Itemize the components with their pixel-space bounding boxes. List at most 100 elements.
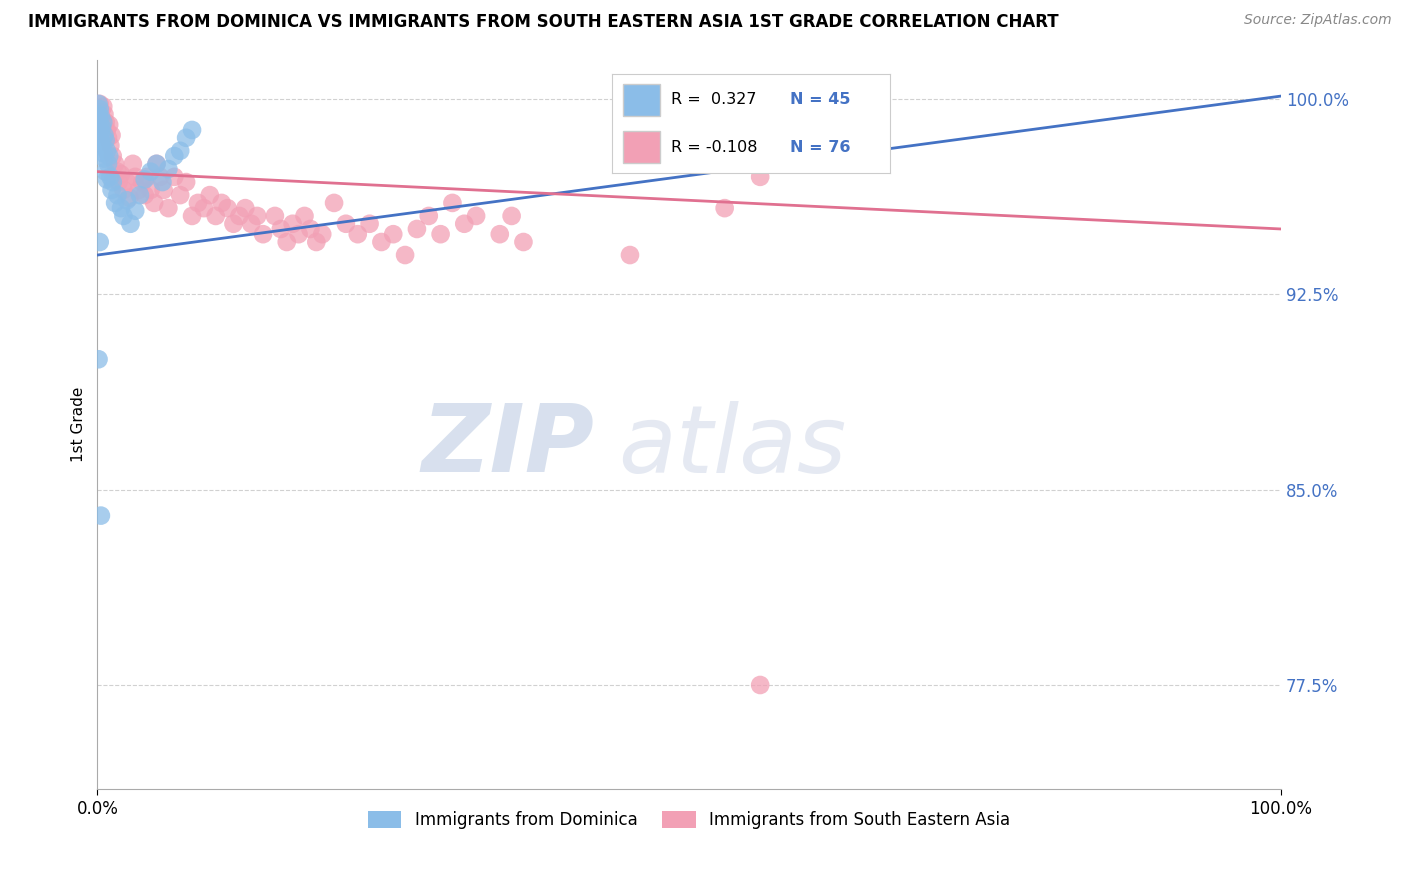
Point [465,209,488,223]
Point [87,107,110,121]
Point [181,123,204,137]
Point [228,209,250,223]
Point [94,133,117,147]
Point [134,172,156,186]
Point [145,157,167,171]
Point [110,167,132,181]
Point [96,144,118,158]
Point [90,508,112,523]
Point [91,146,114,161]
Point [305,235,328,249]
Point [101,149,124,163]
Point [91,120,114,135]
Point [163,169,186,184]
Point [87,352,110,367]
Point [90,126,112,140]
Point [749,169,772,184]
Point [204,209,226,223]
Point [311,227,333,242]
Point [270,222,292,236]
Point [89,102,111,116]
Point [120,217,142,231]
Point [94,115,117,129]
Point [97,157,120,171]
Point [174,175,197,189]
Text: IMMIGRANTS FROM DOMINICA VS IMMIGRANTS FROM SOUTH EASTERN ASIA 1ST GRADE CORRELA: IMMIGRANTS FROM DOMINICA VS IMMIGRANTS F… [28,13,1059,31]
Point [104,195,127,210]
Point [98,149,121,163]
Point [418,209,440,223]
Point [359,217,381,231]
Point [110,201,132,215]
Point [89,96,111,111]
Point [441,195,464,210]
Point [104,157,127,171]
Point [91,99,114,113]
Point [121,157,143,171]
Point [87,123,110,137]
Point [90,138,112,153]
Point [96,123,118,137]
Point [96,172,118,186]
Point [91,115,114,129]
Point [287,227,309,242]
Point [152,183,174,197]
Point [217,201,239,215]
Point [181,209,204,223]
Point [157,162,180,177]
Point [90,110,112,124]
Point [233,201,256,215]
Point [115,194,138,208]
Point [335,217,357,231]
Point [187,195,209,210]
Point [713,201,735,215]
Text: Source: ZipAtlas.com: Source: ZipAtlas.com [1244,13,1392,28]
Point [91,112,114,127]
Point [131,175,153,189]
Point [370,235,392,249]
Point [157,201,180,215]
Text: atlas: atlas [619,401,846,491]
Point [394,248,416,262]
Point [346,227,368,242]
Point [174,130,197,145]
Point [294,209,316,223]
Point [89,235,111,249]
Point [134,188,156,202]
Point [453,217,475,231]
Point [118,191,141,205]
Point [93,152,115,166]
Text: ZIP: ZIP [422,401,595,492]
Point [98,169,121,184]
Point [98,118,121,132]
Point [139,164,162,178]
Point [112,209,135,223]
Point [100,128,122,143]
Point [406,222,429,236]
Point [198,188,221,202]
Point [619,248,641,262]
Point [169,188,191,202]
Point [97,130,120,145]
Point [139,183,162,197]
Point [91,136,114,150]
Y-axis label: 1st Grade: 1st Grade [72,387,86,462]
Point [749,678,772,692]
Point [129,188,152,202]
Point [145,157,167,171]
Point [488,227,510,242]
Point [124,169,146,184]
Point [152,175,174,189]
Point [211,195,233,210]
Point [87,96,110,111]
Point [193,201,215,215]
Point [89,118,111,132]
Point [169,144,191,158]
Point [252,227,274,242]
Point [90,104,112,119]
Point [87,112,110,127]
Point [246,209,269,223]
Point [382,227,405,242]
Point [100,183,122,197]
Point [323,195,346,210]
